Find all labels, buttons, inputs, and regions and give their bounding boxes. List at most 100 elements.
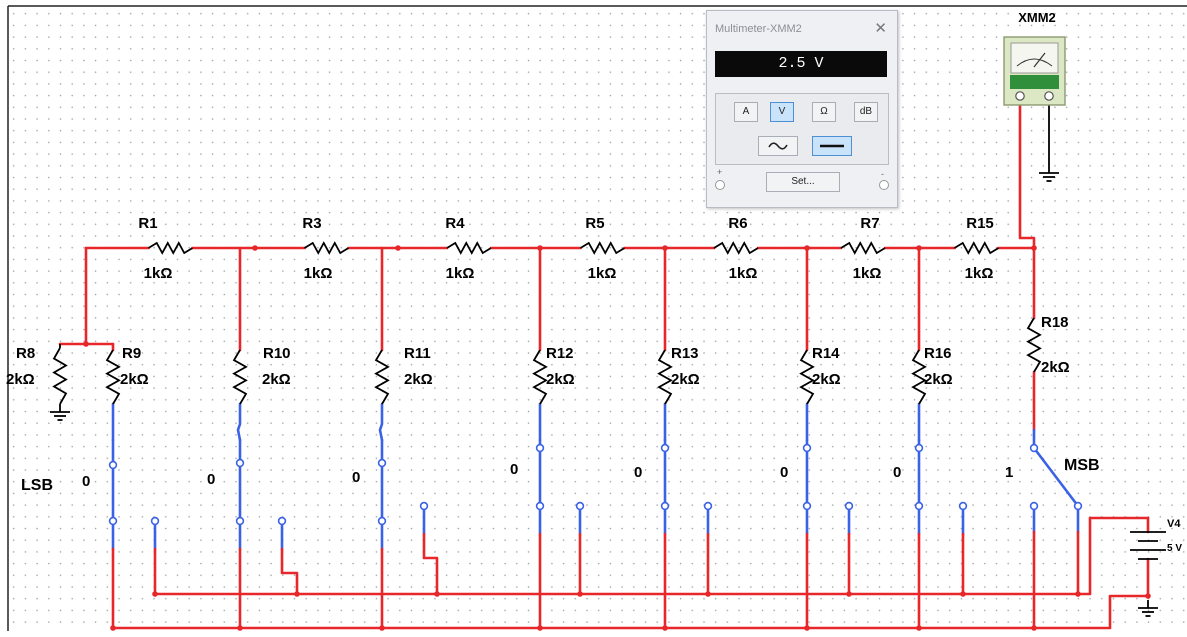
series-resistor-r6 <box>713 241 759 255</box>
xmm2-instrument-symbol[interactable] <box>1003 36 1066 106</box>
wires <box>58 98 1150 630</box>
ac-mode-button[interactable] <box>758 136 798 156</box>
switch-contact <box>844 501 854 511</box>
shunt-resistor-r9 <box>105 349 121 405</box>
r11-value: 2kΩ <box>404 371 433 388</box>
multimeter-controls: A V Ω dB <box>715 93 889 165</box>
r9-value: 2kΩ <box>120 371 149 388</box>
multimeter-window[interactable]: Multimeter-XMM2 ✕ 2.5 V A V Ω dB + Set..… <box>706 10 898 208</box>
r14-value: 2kΩ <box>812 371 841 388</box>
r12-name: R12 <box>546 345 574 362</box>
r15-value: 1kΩ <box>965 265 994 282</box>
minus-terminal[interactable] <box>879 180 889 190</box>
junction-dot <box>1031 245 1037 251</box>
close-icon[interactable]: ✕ <box>874 20 887 37</box>
bit-6-state: 0 <box>893 464 901 481</box>
series-resistor-r5 <box>580 241 625 255</box>
bit-4-state: 0 <box>634 464 642 481</box>
junction-dot <box>1075 591 1081 597</box>
junction-dot <box>537 625 543 631</box>
series-resistor-r4 <box>446 241 492 255</box>
ground-bus-wire <box>111 594 1150 630</box>
r18-value: 2kΩ <box>1041 359 1070 376</box>
r12-value: 2kΩ <box>546 371 575 388</box>
switch-contact <box>703 501 713 511</box>
shunt-resistor-r13 <box>657 349 673 405</box>
dc-line-icon <box>820 144 844 148</box>
switch-contact <box>277 516 287 526</box>
r4-name: R4 <box>445 215 465 232</box>
junction-dot <box>379 625 385 631</box>
junction-dot <box>83 341 89 347</box>
junction-dot <box>804 245 810 251</box>
switch-contact <box>377 516 387 526</box>
minus-terminal-label: - <box>881 169 884 179</box>
xmm2-minus-terminal[interactable] <box>1044 91 1054 101</box>
xmm2-symbol-name: XMM2 <box>1018 10 1056 25</box>
xmm2-plus-terminal[interactable] <box>1015 91 1025 101</box>
junction-dot <box>252 245 258 251</box>
r5-value: 1kΩ <box>588 265 617 282</box>
shunt-resistor-r18 <box>1026 317 1042 373</box>
r15-name: R15 <box>966 215 994 232</box>
reference-bus-wire <box>153 516 1150 596</box>
sine-wave-icon <box>768 142 788 150</box>
r16-name: R16 <box>924 345 952 362</box>
bit-3-state: 0 <box>510 461 518 478</box>
switch-contact <box>377 458 387 468</box>
r13-name: R13 <box>671 345 699 362</box>
ammeter-mode-button[interactable]: A <box>734 102 758 122</box>
r5-name: R5 <box>585 215 604 232</box>
bit-2-state: 0 <box>352 469 360 486</box>
plus-terminal-label: + <box>717 167 723 177</box>
dc-mode-button[interactable] <box>812 136 852 156</box>
voltmeter-mode-button[interactable]: V <box>770 102 794 122</box>
r3-value: 1kΩ <box>304 265 333 282</box>
junction-dot <box>152 591 158 597</box>
junction-dot <box>916 245 922 251</box>
r6-value: 1kΩ <box>729 265 758 282</box>
components <box>50 100 1166 631</box>
source-name: V4 <box>1167 518 1181 530</box>
shunt-resistor-r11 <box>374 349 390 405</box>
wire <box>1018 98 1036 250</box>
bit-7-state: 1 <box>1005 464 1013 481</box>
junction-dot <box>662 245 668 251</box>
r7-name: R7 <box>860 215 879 232</box>
shunt-resistor-r14 <box>799 349 815 405</box>
junction-dot <box>434 591 440 597</box>
shunt-resistor-r12 <box>532 349 548 405</box>
shunt-resistor-r8 <box>52 347 68 405</box>
switch-contact <box>235 516 245 526</box>
set-button[interactable]: Set... <box>766 172 840 192</box>
msb-label: MSB <box>1064 457 1100 474</box>
shunt-resistor-r10 <box>232 349 248 405</box>
switch-contact <box>1073 501 1083 511</box>
r14-name: R14 <box>812 345 840 362</box>
switch-contact <box>1029 443 1039 453</box>
plus-terminal[interactable] <box>715 180 725 190</box>
junction-dot <box>705 591 711 597</box>
switch-contact <box>1029 501 1039 511</box>
ohmmeter-mode-button[interactable]: Ω <box>812 102 836 122</box>
switch-contact <box>535 501 545 511</box>
series-resistor-r3 <box>304 241 349 255</box>
junction-dot <box>395 245 401 251</box>
switch-contact <box>575 501 585 511</box>
decibel-mode-button[interactable]: dB <box>854 102 878 122</box>
shunt-resistor-r16 <box>911 349 927 405</box>
lsb-label: LSB <box>21 477 53 494</box>
switch-wire <box>1032 446 1080 508</box>
wire <box>422 532 439 596</box>
r13-value: 2kΩ <box>671 371 700 388</box>
r3-name: R3 <box>302 215 321 232</box>
switch-contact <box>802 501 812 511</box>
r9-name: R9 <box>122 345 141 362</box>
switch-contact <box>914 443 924 453</box>
r8-value: 2kΩ <box>6 371 35 388</box>
switch-wire <box>378 402 384 442</box>
junction-dot <box>294 591 300 597</box>
switch-contact <box>660 443 670 453</box>
junction-dot <box>804 625 810 631</box>
